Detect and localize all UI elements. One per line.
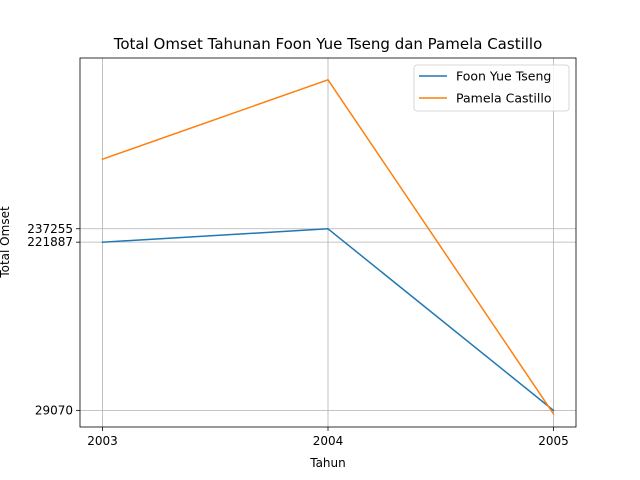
chart-title: Total Omset Tahunan Foon Yue Tseng dan P… (113, 35, 543, 53)
y-axis-label: Total Omset (0, 206, 12, 279)
y-tick-label: 29070 (35, 403, 73, 417)
legend-label-0: Foon Yue Tseng (456, 69, 551, 84)
x-axis-label: Tahun (309, 456, 346, 470)
x-tick-label: 2003 (87, 434, 118, 448)
x-tick-label: 2005 (538, 434, 569, 448)
series-line-0 (101, 228, 555, 412)
x-axis: 2003 2004 2005 (87, 427, 569, 448)
legend-label-1: Pamela Castillo (456, 91, 551, 106)
series-line-1 (101, 79, 555, 415)
x-tick-label: 2004 (313, 434, 344, 448)
legend: Foon Yue Tseng Pamela Castillo (413, 64, 570, 112)
y-tick-label: 237255 (27, 222, 73, 236)
y-tick-label: 221887 (27, 235, 73, 249)
grid-lines (80, 58, 576, 427)
series-layer (101, 79, 555, 415)
legend-box (413, 64, 570, 112)
